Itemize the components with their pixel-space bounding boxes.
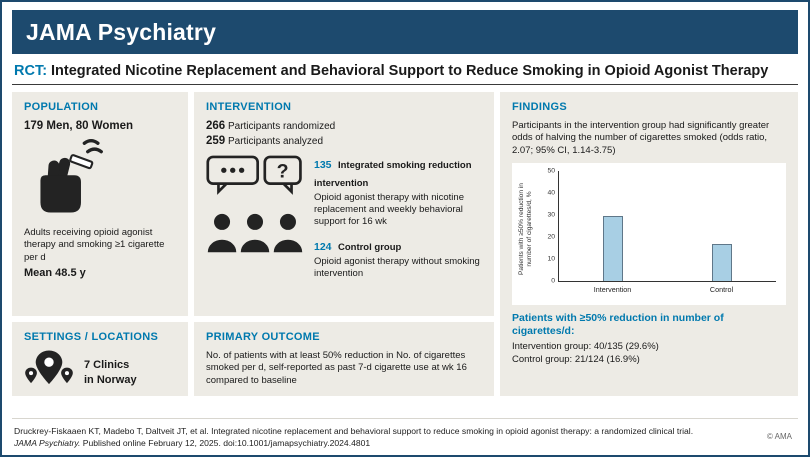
findings-heading: FINDINGS [512, 101, 567, 113]
analyzed-count-line: 259 Participants analyzed [206, 135, 482, 147]
hand-cigarette-icon [32, 136, 176, 223]
result-heading: Patients with ≥50% reduction in number o… [512, 312, 724, 338]
people-group-icon [206, 211, 314, 261]
intervention-icons: ? [206, 155, 314, 288]
article-title-text: Integrated Nicotine Replacement and Beha… [51, 63, 769, 79]
map-pins-icon [24, 350, 74, 395]
citation-line-2: JAMA Psychiatry. Published online Februa… [14, 437, 767, 449]
speech-bubbles-icon: ? [206, 155, 314, 203]
x-axis-label: Intervention [593, 285, 632, 295]
panel-grid: POPULATION 179 Men, 80 Women [12, 92, 798, 396]
article-title: RCT: Integrated Nicotine Replacement and … [14, 63, 796, 79]
settings-panel: SETTINGS / LOCATIONS [12, 322, 188, 396]
y-tick-label: 0 [551, 277, 555, 285]
population-description: Adults receiving opioid agonist therapy … [24, 227, 165, 263]
copyright-notice: © AMA [766, 432, 792, 442]
journal-masthead: JAMA Psychiatry [12, 10, 798, 54]
population-heading: POPULATION [24, 101, 99, 113]
bar-intervention [603, 215, 624, 282]
bar-control [711, 243, 732, 282]
bar-chart: Patients with ≥50% reduction in number o… [512, 163, 786, 306]
bar-chart-xlabels: Intervention Control [558, 285, 776, 294]
svg-text:?: ? [277, 160, 289, 182]
analyzed-label: Participants analyzed [227, 136, 324, 147]
y-axis-label: Patients with ≥50% reduction in number o… [518, 183, 534, 276]
intervention-group-n: 135 [314, 159, 332, 171]
primary-outcome-panel: PRIMARY OUTCOME No. of patients with at … [194, 322, 494, 396]
findings-panel: FINDINGS Participants in the interventio… [500, 92, 798, 396]
y-tick-label: 30 [547, 211, 555, 219]
title-divider [12, 84, 798, 85]
y-tick-label: 20 [547, 233, 555, 241]
study-type-tag: RCT: [14, 63, 48, 79]
intervention-group-description: Opioid agonist therapy with nicotine rep… [314, 192, 464, 227]
population-counts: 179 Men, 80 Women [24, 120, 134, 132]
findings-summary: Participants in the intervention group h… [512, 120, 770, 156]
bar-chart-plot: 0 10 20 30 40 50 [547, 168, 776, 285]
primary-outcome-text: No. of patients with at least 50% reduct… [206, 350, 467, 386]
result-intervention: Intervention group: 40/135 (29.6%) [512, 341, 659, 353]
population-panel: POPULATION 179 Men, 80 Women [12, 92, 188, 316]
control-group-n: 124 [314, 240, 332, 253]
control-group-description: Opioid agonist therapy without smoking i… [314, 255, 480, 279]
control-group: 124 Control group Opioid agonist therapy… [314, 237, 482, 280]
analyzed-count: 259 [206, 135, 226, 147]
population-mean-age: Mean 48.5 y [24, 267, 86, 280]
settings-text: 7 Clinics in Norway [84, 358, 137, 387]
y-tick-label: 10 [547, 255, 555, 263]
citation-line-1: Druckrey-Fiskaaen KT, Madebo T, Daltveit… [14, 425, 694, 436]
footer-citation: Druckrey-Fiskaaen KT, Madebo T, Daltveit… [12, 417, 798, 449]
journal-title: JAMA Psychiatry [26, 18, 217, 45]
y-tick-label: 50 [547, 167, 555, 175]
randomized-label: Participants randomized [227, 121, 336, 132]
x-axis-label: Control [709, 285, 734, 295]
intervention-heading: INTERVENTION [206, 101, 292, 113]
result-control: Control group: 21/124 (16.9%) [512, 354, 640, 366]
randomized-count: 266 [206, 120, 226, 132]
citation-journal: JAMA Psychiatry. [14, 437, 81, 448]
settings-country: in Norway [84, 373, 137, 386]
settings-clinics: 7 Clinics [84, 359, 130, 372]
primary-outcome-heading: PRIMARY OUTCOME [206, 331, 320, 343]
randomized-count-line: 266 Participants randomized [206, 120, 482, 132]
intervention-group: 135 Integrated smoking reduction interve… [314, 155, 482, 228]
settings-heading: SETTINGS / LOCATIONS [24, 331, 159, 343]
control-group-name: Control group [337, 241, 402, 253]
y-tick-label: 40 [547, 189, 555, 197]
intervention-panel: INTERVENTION 266 Participants randomized… [194, 92, 494, 316]
intervention-group-name: Integrated smoking reduction interventio… [314, 160, 472, 189]
citation-doi: Published online February 12, 2025. doi:… [80, 437, 371, 448]
